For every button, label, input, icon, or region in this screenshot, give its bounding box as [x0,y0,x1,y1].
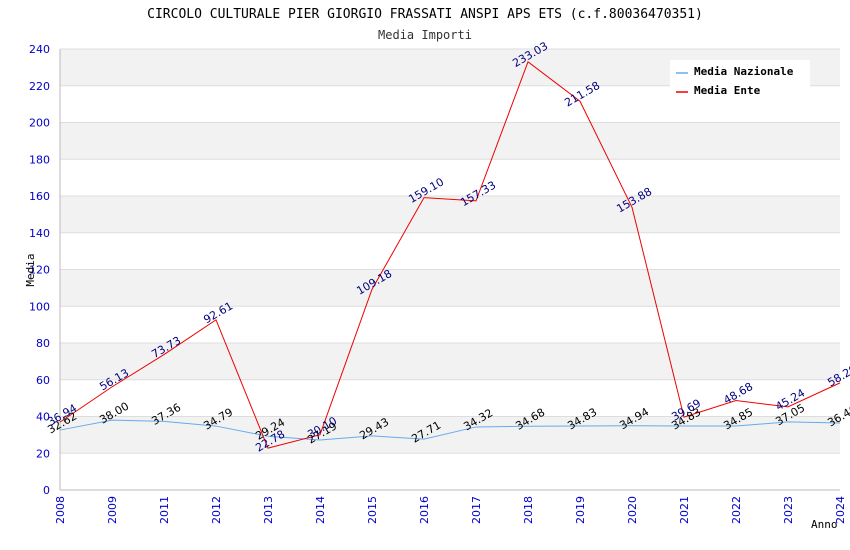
plot-band [60,196,840,233]
x-tick-label: 2018 [522,496,535,524]
y-tick-label: 160 [29,190,50,203]
x-tick-label: 2013 [262,496,275,524]
x-tick-label: 2021 [678,496,691,524]
y-tick-label: 180 [29,153,50,166]
legend: Media Nazionale Media Ente [670,60,810,100]
y-tick-label: 100 [29,300,50,313]
plot-band [60,453,840,490]
chart-subtitle: Media Importi [378,28,472,42]
y-tick-label: 200 [29,117,50,130]
x-tick-label: 2011 [158,496,171,524]
y-axis-label: Media [24,253,37,286]
x-tick-label: 2019 [574,496,587,524]
y-tick-label: 240 [29,43,50,56]
plot-band [60,159,840,196]
y-tick-label: 20 [36,447,50,460]
plot-band [60,269,840,307]
plot-band [60,122,840,160]
plot-band [60,379,840,417]
x-tick-label: 2015 [366,496,379,524]
y-tick-labels: 0 20 40 60 80 100 120 140 160 180 200 220 240 [29,43,50,497]
legend-label-media-ente: Media Ente [694,84,761,97]
y-tick-label: 40 [36,411,50,424]
x-tick-label: 2024 [834,496,847,524]
x-axis-label: Anno [811,518,838,531]
x-tick-label: 2014 [314,496,327,524]
x-tick-label: 2022 [730,496,743,524]
series-line-media-nazionale [59,419,841,441]
x-tick-label: 2012 [210,496,223,524]
plot-background-bands [60,49,840,490]
plot-band [60,416,840,454]
x-tick-label: 2017 [470,496,483,524]
chart-title: CIRCOLO CULTURALE PIER GIORGIO FRASSATI … [147,7,703,22]
y-tick-label: 120 [29,264,50,277]
y-tick-label: 60 [36,374,50,387]
series-line-media-ente [59,61,841,449]
series-lines [59,61,841,449]
legend-label-media-nazionale: Media Nazionale [694,65,794,78]
x-tick-label: 2009 [106,496,119,524]
legend-box [670,60,810,100]
plot-band [60,232,840,270]
y-tick-label: 220 [29,80,50,93]
x-tick-labels: 2008 2009 2011 2012 2013 2014 2015 2016 2017 2018… [54,496,847,524]
x-tick-label: 2016 [418,496,431,524]
x-tick-label: 2023 [782,496,795,524]
x-tick-label: 2020 [626,496,639,524]
plot-band [60,343,840,380]
y-tick-label: 0 [43,484,50,497]
y-tick-label: 140 [29,227,50,240]
y-tick-label: 80 [36,337,50,350]
x-tick-label: 2008 [54,496,67,524]
